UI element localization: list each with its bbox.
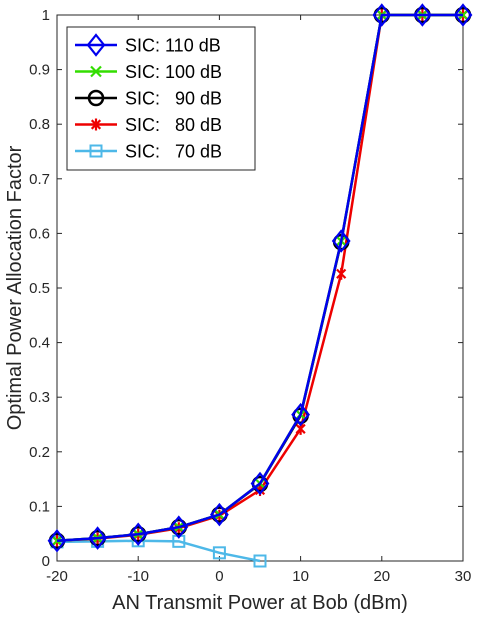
data-point (412, 3, 432, 27)
legend-item: SIC: 90 dB (75, 89, 222, 109)
legend-marker (89, 144, 103, 158)
y-tick-label: 0.3 (29, 389, 50, 406)
y-tick-label: 0.5 (29, 280, 50, 297)
legend-marker (90, 65, 102, 78)
data-point (336, 267, 347, 280)
series-layer (47, 3, 473, 568)
legend-label: SIC: 90 dB (125, 89, 222, 109)
legend-item: SIC: 100 dB (75, 62, 222, 82)
data-point (250, 471, 270, 496)
data-point (372, 3, 392, 27)
data-point (453, 3, 473, 27)
x-axis-title: AN Transmit Power at Bob (dBm) (112, 592, 408, 614)
x-tick-label: 10 (292, 568, 309, 585)
y-tick-label: 0.9 (29, 62, 50, 79)
asterisk-stroke (295, 423, 306, 434)
legend: SIC: 110 dB SIC: 100 dB SIC: 90 dB SIC: 80 … (66, 26, 256, 171)
legend-label: SIC: 80 dB (125, 115, 222, 135)
y-axis-title: Optimal Power Allocation Factor (4, 145, 26, 430)
data-point (212, 546, 226, 560)
x-tick-label: 20 (373, 568, 390, 585)
y-tick-label: 1 (42, 7, 50, 24)
legend-marker (87, 89, 105, 107)
data-point (47, 529, 67, 553)
legend-label: SIC: 70 dB (125, 142, 222, 162)
x-tick-label: -10 (127, 568, 149, 585)
x-marker-stroke (90, 65, 102, 78)
legend-label: SIC: 100 dB (125, 62, 222, 82)
data-point (128, 522, 148, 547)
y-tick-label: 0.8 (29, 116, 50, 133)
x-tick-label: 0 (215, 568, 223, 585)
data-point (169, 515, 189, 539)
legend-label: SIC: 110 dB (125, 36, 221, 56)
legend-item: SIC: 70 dB (75, 142, 222, 162)
data-point (88, 526, 108, 550)
data-point (253, 554, 267, 568)
series-line (56, 13, 463, 543)
legend-item: SIC: 80 dB (75, 115, 222, 135)
legend-marker (86, 33, 106, 57)
asterisk-stroke (336, 268, 347, 279)
data-point (331, 229, 351, 253)
y-tick-label: 0 (42, 553, 50, 570)
legend-marker (90, 118, 102, 131)
data-point (209, 502, 229, 527)
asterisk-stroke (90, 119, 102, 130)
y-tick-label: 0.7 (29, 171, 50, 188)
y-tick-label: 0.2 (29, 444, 50, 461)
y-tick-label: 0.6 (29, 225, 50, 242)
data-point (291, 402, 311, 427)
series-diamond (47, 3, 473, 553)
y-tick-label: 0.4 (29, 335, 50, 352)
y-axis-ticks: 0 0.1 0.2 0.3 0.4 0.5 0.6 0.7 0.8 0.9 1 (29, 7, 463, 570)
x-tick-label: -20 (46, 568, 68, 585)
legend-item: SIC: 110 dB (75, 33, 221, 57)
y-tick-label: 0.1 (29, 498, 50, 515)
x-tick-label: 30 (455, 568, 472, 585)
